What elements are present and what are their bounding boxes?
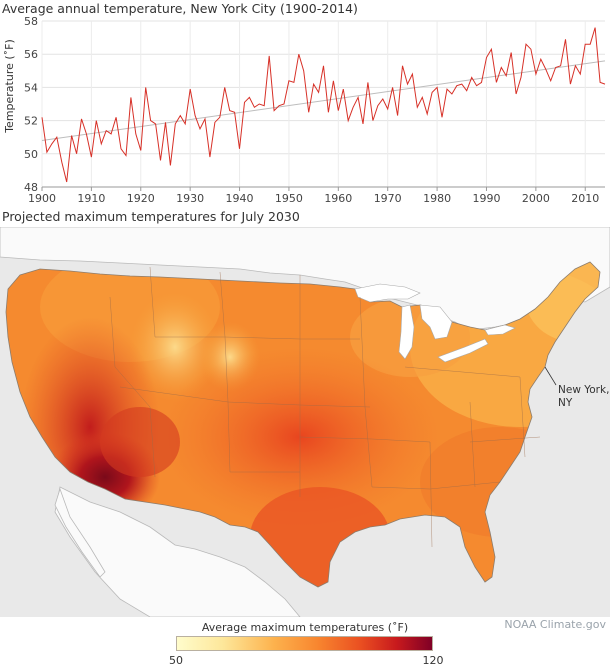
x-tick-label: 2000 xyxy=(522,192,550,205)
lake-ontario xyxy=(484,324,516,336)
baja-land xyxy=(54,487,106,578)
trend-line xyxy=(41,60,606,142)
x-tick-label: 1900 xyxy=(28,192,56,205)
mexico-land xyxy=(54,486,301,617)
y-tick-label: 52 xyxy=(24,115,38,128)
legend-min-label: 50 xyxy=(169,654,183,667)
y-tick-label: 56 xyxy=(24,48,38,61)
map-title: Projected maximum temperatures for July … xyxy=(2,209,300,224)
line-chart: 48 50 52 54 56 58 1900 1910 1920 1930 1940 1950 1960… xyxy=(3,16,606,205)
x-tick-label: 1970 xyxy=(374,192,402,205)
data-series-line xyxy=(41,27,606,183)
x-tick-label: 1910 xyxy=(77,192,105,205)
y-tick-label: 58 xyxy=(24,16,38,28)
nyc-label-line2: NY xyxy=(558,397,573,409)
us-temperature-map: New York, NY xyxy=(0,227,610,617)
chart-grid xyxy=(41,20,605,188)
y-axis-label: Temperature (˚F) xyxy=(3,39,16,134)
state-boundaries xyxy=(109,266,541,548)
credit-text: NOAA Climate.gov xyxy=(504,618,606,631)
x-tick-label: 1950 xyxy=(275,192,303,205)
lake-superior xyxy=(354,283,421,303)
lake-erie xyxy=(437,338,489,363)
y-tick-label: 50 xyxy=(24,148,38,161)
x-tick-label: 1940 xyxy=(226,192,254,205)
nyc-leader-line xyxy=(544,366,557,386)
y-tick-label: 48 xyxy=(24,181,38,194)
us-outline xyxy=(5,261,601,588)
chart-axes: 48 50 52 54 56 58 1900 1910 1920 1930 1940 1950 1960… xyxy=(24,16,605,205)
x-tick-label: 1920 xyxy=(127,192,155,205)
x-tick-label: 1930 xyxy=(176,192,204,205)
legend-title: Average maximum temperatures (˚F) xyxy=(201,621,409,634)
lake-huron xyxy=(419,304,453,340)
nyc-label-line1: New York, xyxy=(558,384,609,396)
x-tick-label: 1960 xyxy=(324,192,352,205)
y-tick-label: 54 xyxy=(24,81,38,94)
lake-michigan xyxy=(398,304,415,360)
legend-color-bar xyxy=(176,636,433,651)
x-tick-label: 1980 xyxy=(423,192,451,205)
chart-title: Average annual temperature, New York Cit… xyxy=(2,1,358,16)
x-tick-label: 2010 xyxy=(571,192,599,205)
x-tick-label: 1990 xyxy=(472,192,500,205)
legend-max-label: 120 xyxy=(422,654,444,667)
